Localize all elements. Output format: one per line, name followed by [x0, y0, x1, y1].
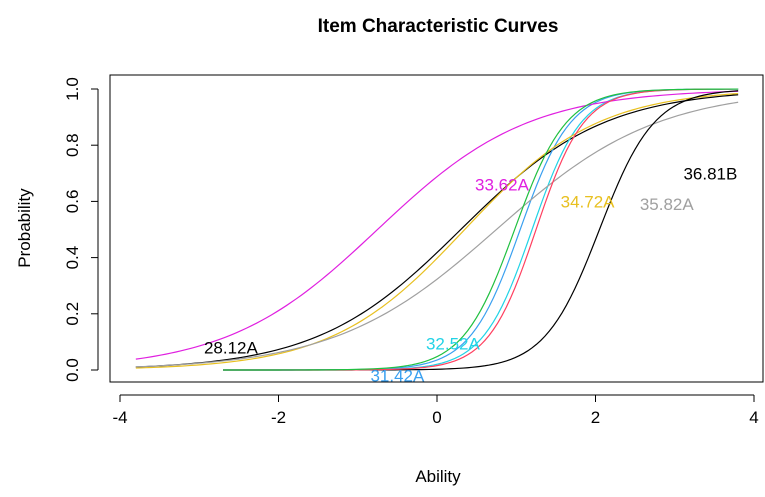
y-tick-label: 0.6: [63, 190, 82, 214]
curve-33.62a: [135, 90, 739, 360]
x-tick-label: -2: [271, 408, 286, 427]
y-axis: 0.0 0.2 0.4 0.6 0.8 1.0: [63, 77, 99, 382]
curve-unlabeled-8: [223, 88, 739, 371]
curve-label-34.72a: 34.72A: [561, 192, 616, 211]
curve-28.12a: [135, 94, 739, 368]
curve-label-35.82a: 35.82A: [640, 195, 695, 214]
x-tick-label: -4: [112, 408, 127, 427]
curve-32.52a: [223, 88, 739, 371]
curve-label-32.52a: 32.52A: [426, 334, 481, 353]
y-axis-label: Probability: [15, 188, 34, 268]
curves-group: [135, 88, 739, 371]
y-tick-label: 1.0: [63, 77, 82, 101]
x-tick-label: 4: [749, 408, 758, 427]
curve-unlabeled-7: [223, 88, 739, 371]
curve-31.42a: [223, 88, 739, 371]
x-axis-label: Ability: [415, 467, 461, 486]
x-tick-label: 0: [432, 408, 441, 427]
curve-35.82a: [135, 101, 739, 368]
chart-title: Item Characteristic Curves: [318, 16, 559, 37]
curve-34.72a: [135, 92, 739, 369]
y-tick-label: 0.0: [63, 358, 82, 382]
curve-label-28.12a: 28.12A: [204, 339, 259, 358]
y-tick-label: 0.2: [63, 302, 82, 326]
x-tick-label: 2: [591, 408, 600, 427]
y-tick-label: 0.8: [63, 133, 82, 157]
curve-label-36.81b: 36.81B: [683, 164, 737, 183]
y-tick-label: 0.4: [63, 246, 82, 270]
curve-36.81b: [223, 90, 739, 371]
plot-frame: [109, 74, 764, 383]
x-axis: -4 -2 0 2 4: [112, 394, 759, 427]
curve-label-33.62a: 33.62A: [475, 176, 530, 195]
curve-label-31.42a: 31.42A: [370, 367, 425, 386]
